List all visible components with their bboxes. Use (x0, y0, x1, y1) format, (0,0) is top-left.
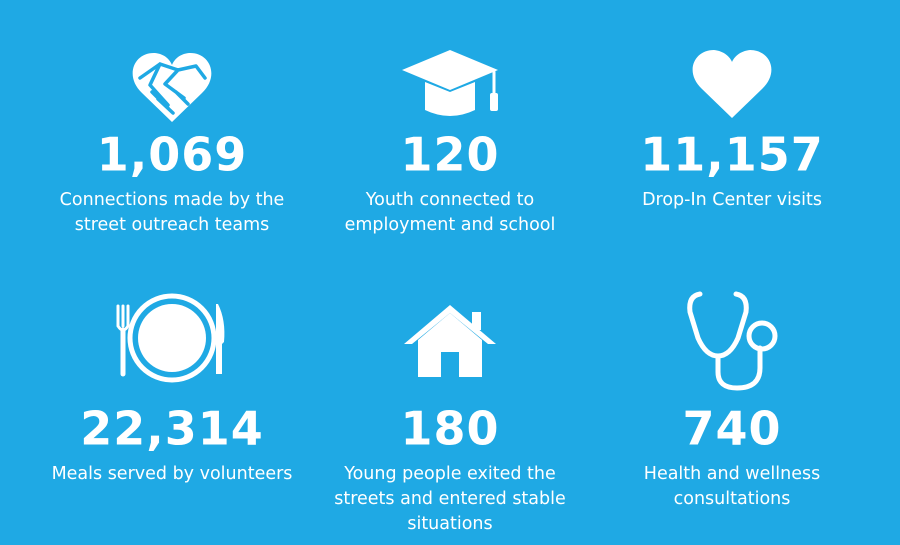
stat-description: Meals served by volunteers (52, 464, 293, 484)
graduation-cap-icon (402, 50, 498, 116)
stat-description: situations (407, 514, 492, 534)
stat-value: 1,069 (97, 128, 248, 182)
stat-value: 22,314 (80, 402, 264, 456)
stat-description: employment and school (345, 215, 556, 235)
house-icon (404, 305, 496, 377)
plate-icon (116, 293, 225, 383)
heart-icon (692, 50, 772, 118)
stat-description: Youth connected to (365, 190, 534, 210)
stat-value: 120 (400, 128, 499, 182)
stat-value: 180 (400, 402, 499, 456)
stat-description: Drop-In Center visits (642, 190, 822, 210)
stat-value: 11,157 (640, 128, 824, 182)
stat-description: Connections made by the (60, 190, 285, 210)
stat-description: Young people exited the (343, 464, 556, 484)
stat-description: consultations (674, 489, 791, 509)
stethoscope-icon (687, 291, 778, 391)
stat-value: 740 (682, 402, 781, 456)
stat-description: Health and wellness (644, 464, 820, 484)
handshake-heart-icon (132, 52, 212, 122)
stat-description: streets and entered stable (334, 489, 566, 509)
stat-description: street outreach teams (75, 215, 270, 235)
